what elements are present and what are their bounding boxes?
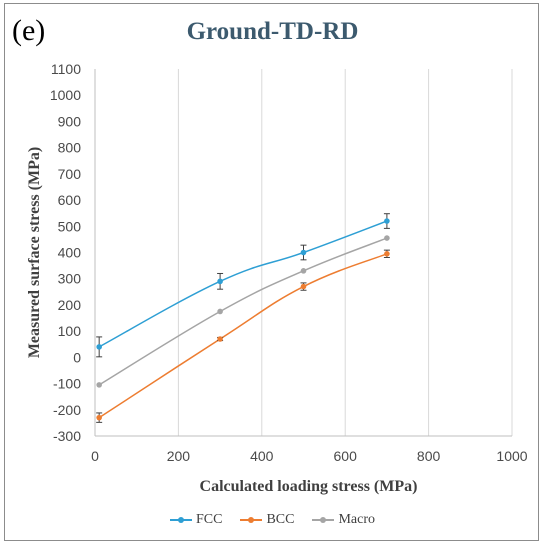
series-line-bcc [98, 253, 388, 419]
y-tick-label: 900 [58, 113, 82, 129]
legend-swatch-bcc [240, 515, 263, 525]
legend-label-macro: Macro [338, 512, 376, 527]
y-tick-label: 300 [58, 271, 82, 287]
x-tick-label: 600 [334, 448, 358, 464]
data-point-macro [384, 235, 390, 241]
x-tick-label: 0 [91, 448, 99, 464]
legend-swatch-fcc [169, 515, 192, 525]
data-point-bcc [217, 336, 223, 342]
x-tick-label: 400 [250, 448, 274, 464]
y-tick-label: -100 [53, 376, 81, 392]
data-point-bcc [384, 251, 390, 257]
y-tick-label: 100 [58, 323, 82, 339]
y-tick-label: 400 [58, 245, 82, 261]
legend-label-fcc: FCC [195, 512, 223, 527]
data-point-fcc [384, 218, 390, 224]
data-point-macro [300, 268, 307, 274]
y-tick-label: -300 [53, 428, 81, 444]
x-tick-label: 200 [167, 448, 191, 464]
data-point-fcc [217, 278, 223, 285]
axes [94, 69, 512, 437]
series-line-macro [98, 237, 388, 386]
y-axis-title: Measured surface stress (MPa) [26, 147, 43, 358]
chart-frame [4, 3, 539, 541]
y-tick-label: 1000 [50, 87, 81, 103]
x-tick-label: 1000 [496, 448, 527, 464]
y-tick-label: 200 [58, 297, 82, 313]
data-point-bcc [300, 283, 307, 290]
data-point-bcc [96, 414, 102, 421]
x-tick-labels: 0 200 400 600 800 1000 [91, 448, 528, 464]
series-fcc [96, 213, 390, 358]
legend-swatch-macro [312, 515, 335, 525]
legend-item-fcc: FCC [169, 512, 223, 528]
data-point-macro [96, 382, 102, 388]
data-point-fcc [96, 344, 102, 350]
y-tick-labels: -300 -200 -100 0 100 200 300 400 500 600 700 800 900… [50, 61, 81, 444]
legend-item-macro: Macro [312, 512, 375, 528]
y-tick-label: 800 [58, 140, 82, 156]
y-tick-label: 0 [73, 349, 81, 365]
data-point-macro [217, 308, 223, 315]
gridlines [177, 69, 513, 436]
series-bcc [96, 249, 390, 423]
chart-title: Ground-TD-RD [186, 18, 359, 45]
y-tick-label: 600 [58, 192, 82, 208]
legend-label-bcc: BCC [266, 512, 295, 527]
y-tick-label: 700 [58, 166, 82, 182]
x-tick-label: 800 [417, 448, 441, 464]
series-line-fcc [98, 220, 388, 348]
series-group [96, 213, 390, 423]
panel-label: (e) [12, 14, 46, 47]
x-axis-title: Calculated loading stress (MPa) [200, 478, 418, 495]
y-tick-label: -200 [53, 402, 81, 418]
y-tick-label: 1100 [51, 61, 81, 77]
legend-item-bcc: BCC [240, 512, 294, 528]
series-macro [96, 235, 390, 388]
y-tick-label: 500 [58, 218, 82, 234]
data-point-fcc [300, 249, 307, 256]
legend: FCC BCC Macro [0, 512, 545, 528]
